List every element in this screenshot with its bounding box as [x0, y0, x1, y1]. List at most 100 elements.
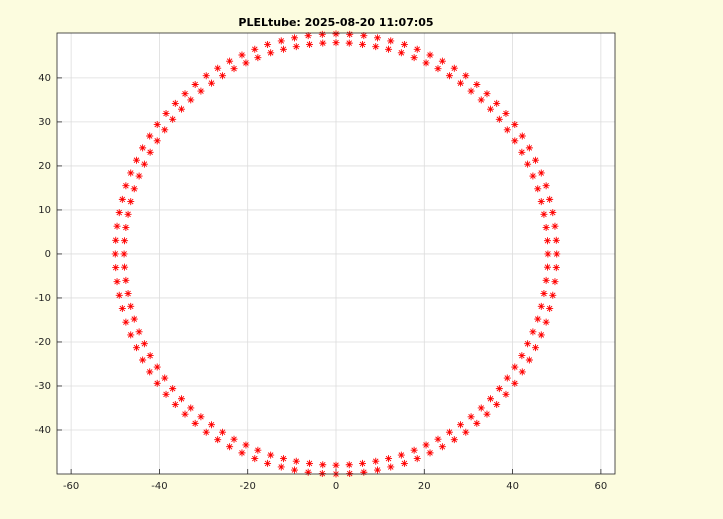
- data-point: [214, 436, 222, 444]
- data-point: [319, 461, 327, 469]
- data-point: [543, 237, 551, 245]
- data-point: [546, 195, 554, 203]
- data-point: [410, 54, 418, 62]
- data-point: [121, 263, 129, 271]
- data-point: [372, 457, 380, 465]
- data-point: [251, 45, 259, 53]
- data-point: [208, 421, 216, 429]
- data-point: [503, 126, 511, 134]
- data-point: [140, 160, 148, 168]
- data-point: [112, 236, 120, 244]
- data-point: [197, 413, 205, 421]
- data-point: [544, 250, 552, 258]
- data-point: [292, 457, 300, 465]
- data-point: [332, 39, 340, 47]
- data-point: [493, 99, 501, 107]
- data-point: [127, 302, 135, 310]
- data-point: [487, 105, 495, 113]
- data-point: [387, 463, 395, 471]
- data-point: [318, 30, 326, 38]
- data-point: [434, 65, 442, 73]
- data-point: [524, 160, 532, 168]
- data-point: [153, 137, 161, 145]
- data-point: [400, 40, 408, 48]
- data-point: [242, 441, 250, 449]
- data-point: [434, 435, 442, 443]
- data-point: [546, 305, 554, 313]
- data-point: [153, 363, 161, 371]
- data-point: [292, 43, 300, 51]
- data-point: [122, 276, 130, 284]
- data-point: [254, 446, 262, 454]
- data-point: [493, 400, 501, 408]
- data-point: [332, 461, 340, 469]
- data-point: [413, 455, 421, 463]
- data-point: [153, 121, 161, 129]
- data-point: [202, 428, 210, 436]
- data-point: [146, 368, 154, 376]
- data-point: [542, 276, 550, 284]
- data-point: [534, 185, 542, 193]
- data-point: [477, 404, 485, 412]
- data-point: [410, 446, 418, 454]
- data-point: [358, 40, 366, 48]
- data-point: [511, 137, 519, 145]
- data-point: [122, 318, 130, 326]
- data-point: [473, 419, 481, 427]
- data-point: [477, 96, 485, 104]
- data-point: [264, 40, 272, 48]
- y-tick-label: 10: [38, 205, 51, 216]
- data-point: [120, 250, 128, 258]
- data-point: [483, 410, 491, 418]
- data-point: [456, 79, 464, 87]
- data-point: [373, 34, 381, 42]
- data-point: [387, 37, 395, 45]
- data-point: [135, 328, 143, 336]
- data-point: [130, 315, 138, 323]
- data-point: [450, 64, 458, 72]
- data-point: [426, 51, 434, 59]
- data-point: [146, 352, 154, 360]
- data-point: [534, 315, 542, 323]
- data-point: [161, 374, 169, 382]
- data-point: [549, 209, 557, 217]
- data-point: [540, 290, 548, 298]
- data-point: [291, 466, 299, 474]
- data-point: [462, 72, 470, 80]
- data-point: [277, 37, 285, 45]
- data-point: [551, 278, 559, 286]
- plot-area: [111, 30, 561, 478]
- y-tick-label: 20: [38, 161, 51, 172]
- data-point: [518, 132, 526, 140]
- data-point: [552, 264, 560, 272]
- data-point: [473, 80, 481, 88]
- data-point: [502, 390, 510, 398]
- data-point: [226, 57, 234, 65]
- y-tick-label: -40: [35, 425, 51, 436]
- data-point: [162, 110, 170, 118]
- data-point: [279, 45, 287, 53]
- data-point: [197, 87, 205, 95]
- data-point: [226, 443, 234, 451]
- data-point: [456, 421, 464, 429]
- data-point: [462, 428, 470, 436]
- data-point: [306, 40, 314, 48]
- x-tick-label: 0: [333, 481, 339, 492]
- data-point: [518, 368, 526, 376]
- data-point: [511, 363, 519, 371]
- data-point: [267, 49, 275, 57]
- data-point: [219, 428, 227, 436]
- x-tick-label: 20: [418, 481, 431, 492]
- data-point: [238, 449, 246, 457]
- data-point: [372, 43, 380, 51]
- data-point: [422, 59, 430, 67]
- data-point: [551, 222, 559, 230]
- data-point: [139, 144, 147, 152]
- data-point: [445, 428, 453, 436]
- data-point: [542, 182, 550, 190]
- data-point: [529, 172, 537, 180]
- y-tick-label: 40: [38, 73, 51, 84]
- data-point: [146, 132, 154, 140]
